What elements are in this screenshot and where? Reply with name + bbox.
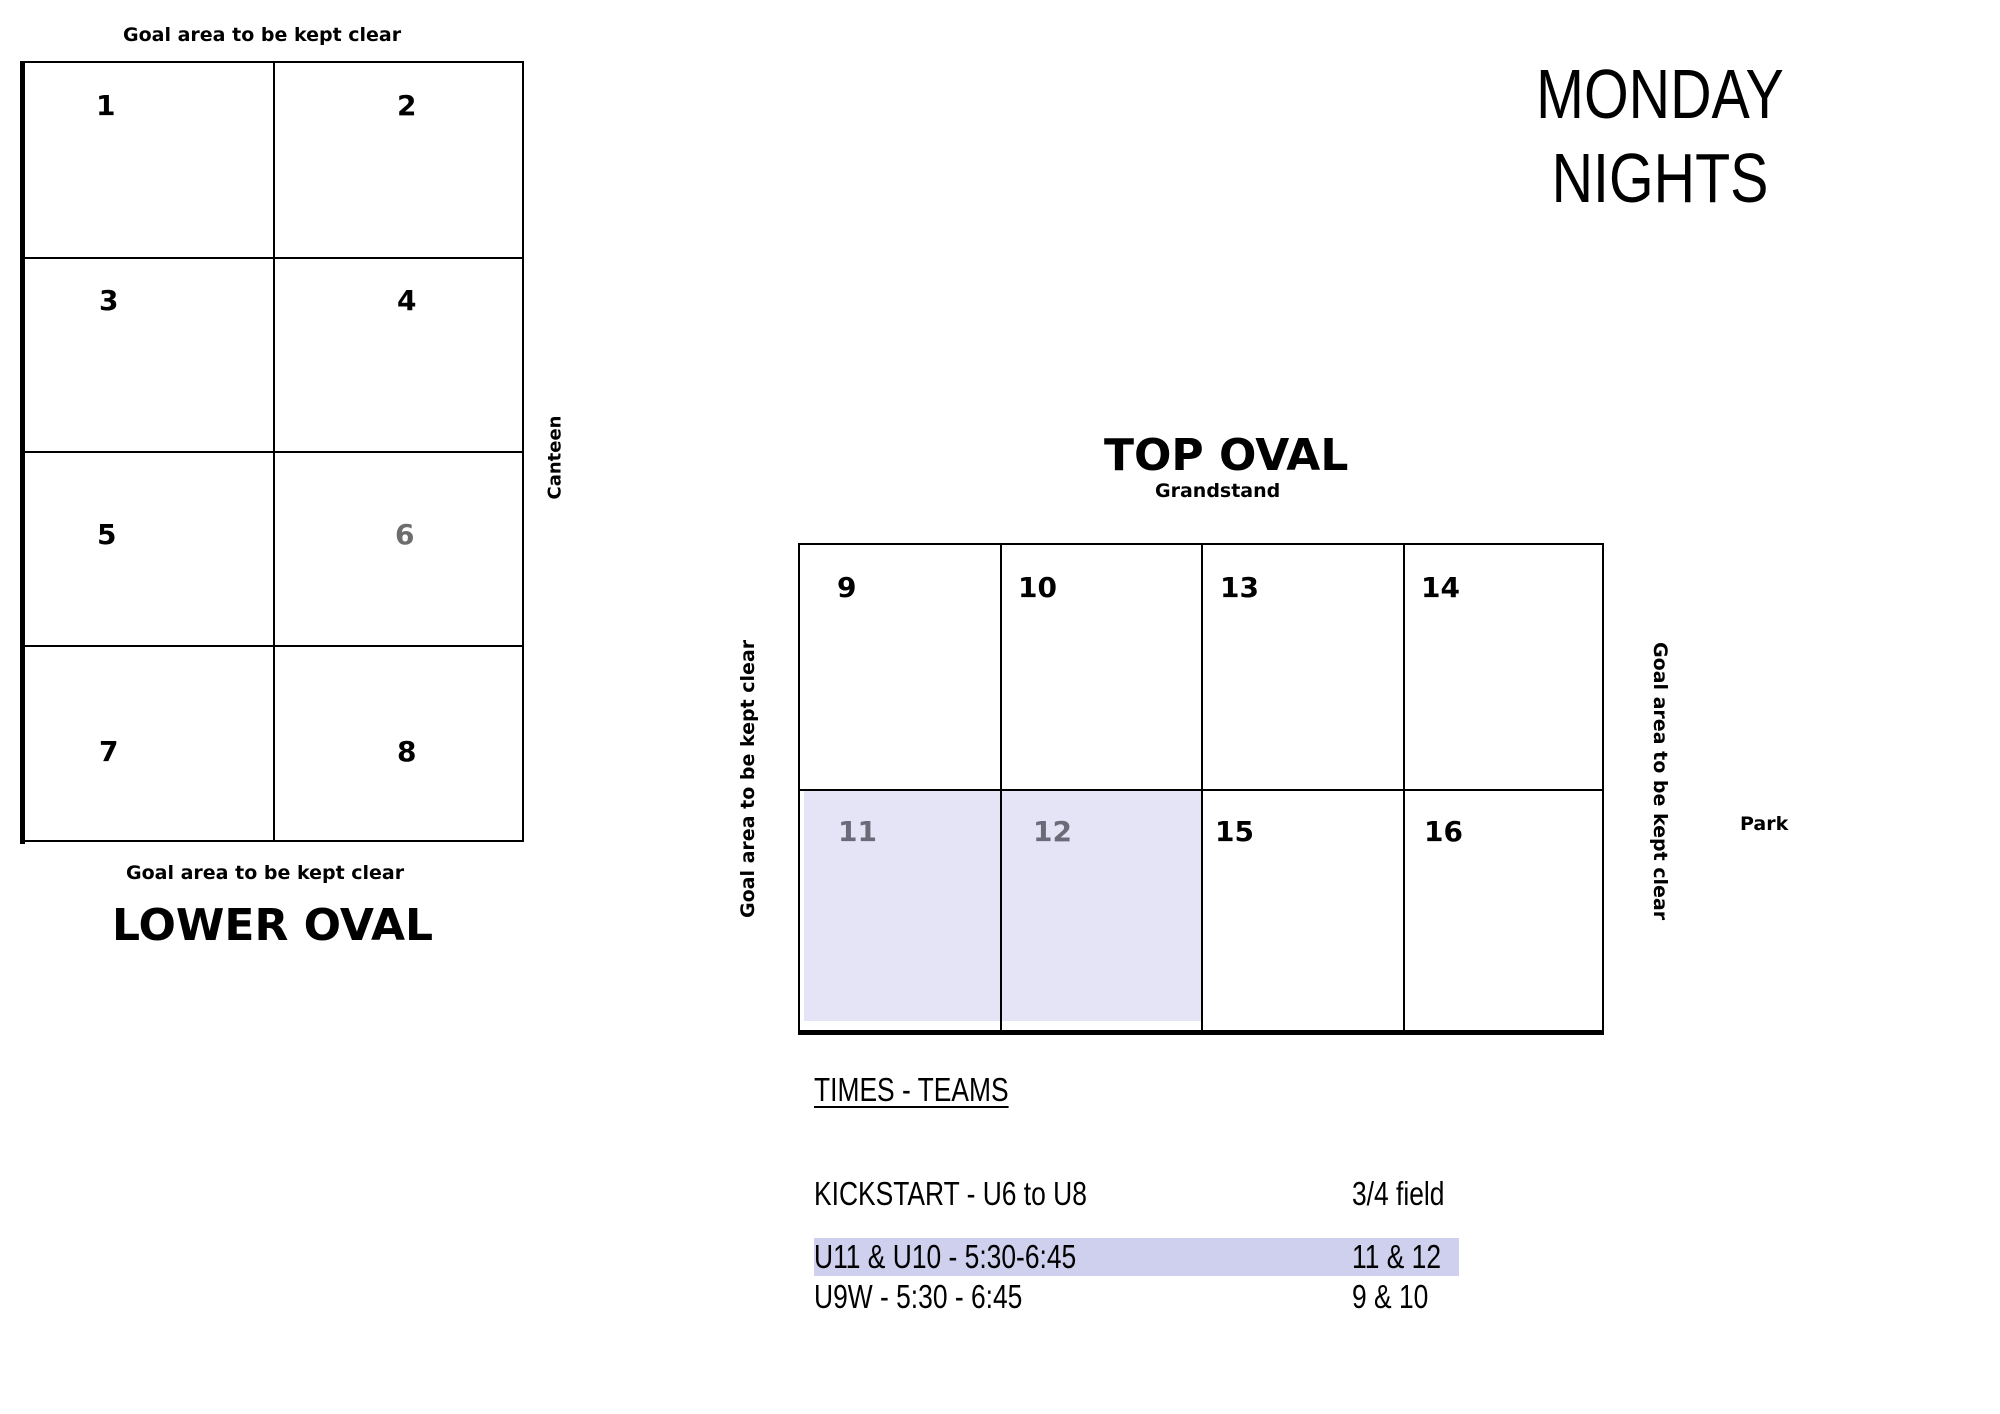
field-12-label: 12 <box>1033 815 1072 848</box>
field-3-label: 3 <box>99 284 119 317</box>
schedule-row-team: U9W - 5:30 - 6:45 <box>814 1278 1023 1315</box>
page-title: MONDAY NIGHTS <box>1512 52 1807 220</box>
top-oval-title: TOP OVAL <box>1104 430 1349 481</box>
field-2-label: 2 <box>397 89 417 122</box>
park-label: Park <box>1740 813 1789 835</box>
lower-oval-top-goal-note: Goal area to be kept clear <box>123 24 402 46</box>
field-15-label: 15 <box>1215 815 1254 848</box>
field-11-label: 11 <box>838 815 877 848</box>
schedule-row-team: U11 & U10 - 5:30-6:45 <box>814 1238 1077 1275</box>
schedule-row-field: 9 & 10 <box>1352 1278 1429 1315</box>
grandstand-label: Grandstand <box>1155 480 1281 502</box>
field-5-label: 5 <box>97 518 117 551</box>
field-14-label: 14 <box>1421 571 1460 604</box>
lower-oval-title: LOWER OVAL <box>112 900 434 951</box>
highlighted-fields-11-12 <box>804 791 1201 1021</box>
top-oval-field-map: 9 10 13 14 11 12 15 16 <box>798 543 1604 1035</box>
top-oval-left-goal-note: Goal area to be kept clear <box>737 639 759 918</box>
canteen-label: Canteen <box>544 415 566 500</box>
page-title-line1: MONDAY <box>1536 55 1784 133</box>
lower-oval-field-map: 1 2 3 4 5 6 7 8 <box>20 61 524 844</box>
schedule-heading: TIMES - TEAMS <box>814 1071 1009 1108</box>
field-10-label: 10 <box>1018 571 1057 604</box>
top-oval-right-goal-note: Goal area to be kept clear <box>1649 642 1671 921</box>
field-8-label: 8 <box>397 735 417 768</box>
field-16-label: 16 <box>1424 815 1463 848</box>
field-4-label: 4 <box>397 284 417 317</box>
schedule-row-field: 11 & 12 <box>1352 1238 1442 1275</box>
field-6-label: 6 <box>395 518 415 551</box>
page-title-line2: NIGHTS <box>1551 139 1769 217</box>
schedule-row-highlight <box>814 1238 1459 1276</box>
schedule-row-team: KICKSTART - U6 to U8 <box>814 1175 1087 1212</box>
field-7-label: 7 <box>99 735 119 768</box>
schedule-row-field: 3/4 field <box>1352 1175 1445 1212</box>
field-9-label: 9 <box>837 571 857 604</box>
field-1-label: 1 <box>96 89 116 122</box>
field-13-label: 13 <box>1220 571 1259 604</box>
lower-oval-bottom-goal-note: Goal area to be kept clear <box>126 862 405 884</box>
